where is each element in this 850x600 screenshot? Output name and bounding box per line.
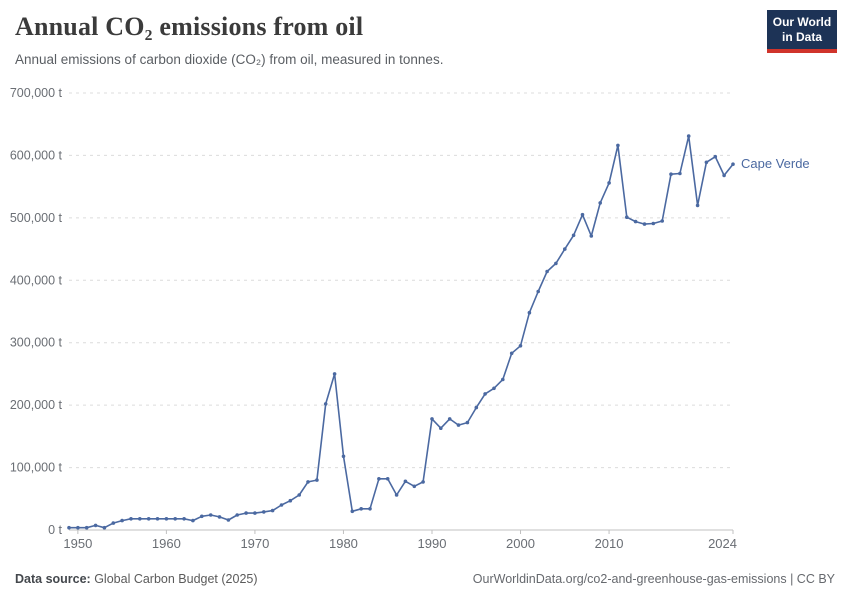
- data-source: Data source: Global Carbon Budget (2025): [15, 572, 258, 586]
- x-axis-labels: 1950 1960 1970 1980 1990 2000 2010 2024: [63, 536, 737, 551]
- svg-text:300,000 t: 300,000 t: [10, 336, 63, 350]
- svg-text:1990: 1990: [418, 536, 447, 551]
- owid-logo-line1: Our World: [772, 15, 832, 29]
- y-gridlines: [69, 92, 733, 469]
- chart-footer: Data source: Global Carbon Budget (2025)…: [15, 572, 835, 586]
- svg-text:1970: 1970: [240, 536, 269, 551]
- svg-text:400,000 t: 400,000 t: [10, 273, 63, 287]
- svg-text:2024: 2024: [708, 536, 737, 551]
- series-label[interactable]: Cape Verde: [741, 156, 810, 171]
- svg-text:700,000 t: 700,000 t: [10, 86, 63, 100]
- svg-text:0 t: 0 t: [48, 523, 62, 537]
- svg-text:600,000 t: 600,000 t: [10, 148, 63, 162]
- svg-text:1980: 1980: [329, 536, 358, 551]
- data-source-value: Global Carbon Budget (2025): [90, 572, 258, 586]
- x-axis: [69, 529, 734, 534]
- svg-text:1960: 1960: [152, 536, 181, 551]
- svg-text:200,000 t: 200,000 t: [10, 398, 63, 412]
- owid-url-link[interactable]: OurWorldinData.org/co2-and-greenhouse-ga…: [472, 572, 835, 586]
- owid-logo-line2: in Data: [781, 30, 822, 44]
- series-line-cape-verde[interactable]: [68, 135, 734, 529]
- svg-text:100,000 t: 100,000 t: [10, 461, 63, 475]
- svg-text:1950: 1950: [63, 536, 92, 551]
- series-points[interactable]: [67, 134, 735, 530]
- svg-text:500,000 t: 500,000 t: [10, 211, 63, 225]
- owid-logo[interactable]: Our World in Data: [767, 10, 837, 53]
- svg-text:2010: 2010: [595, 536, 624, 551]
- svg-text:2000: 2000: [506, 536, 535, 551]
- emissions-line-chart[interactable]: 0 t 100,000 t 200,000 t 300,000 t 400,000 t 5…: [0, 85, 850, 560]
- y-axis-labels: 0 t 100,000 t 200,000 t 300,000 t 400,000 t 5…: [10, 86, 63, 537]
- page-subtitle: Annual emissions of carbon dioxide (CO₂)…: [15, 52, 444, 67]
- chart-area: 0 t 100,000 t 200,000 t 300,000 t 400,000 t 5…: [0, 85, 850, 560]
- page-title: Annual CO₂ emissions from oil: [15, 12, 364, 41]
- data-source-label: Data source:: [15, 572, 91, 586]
